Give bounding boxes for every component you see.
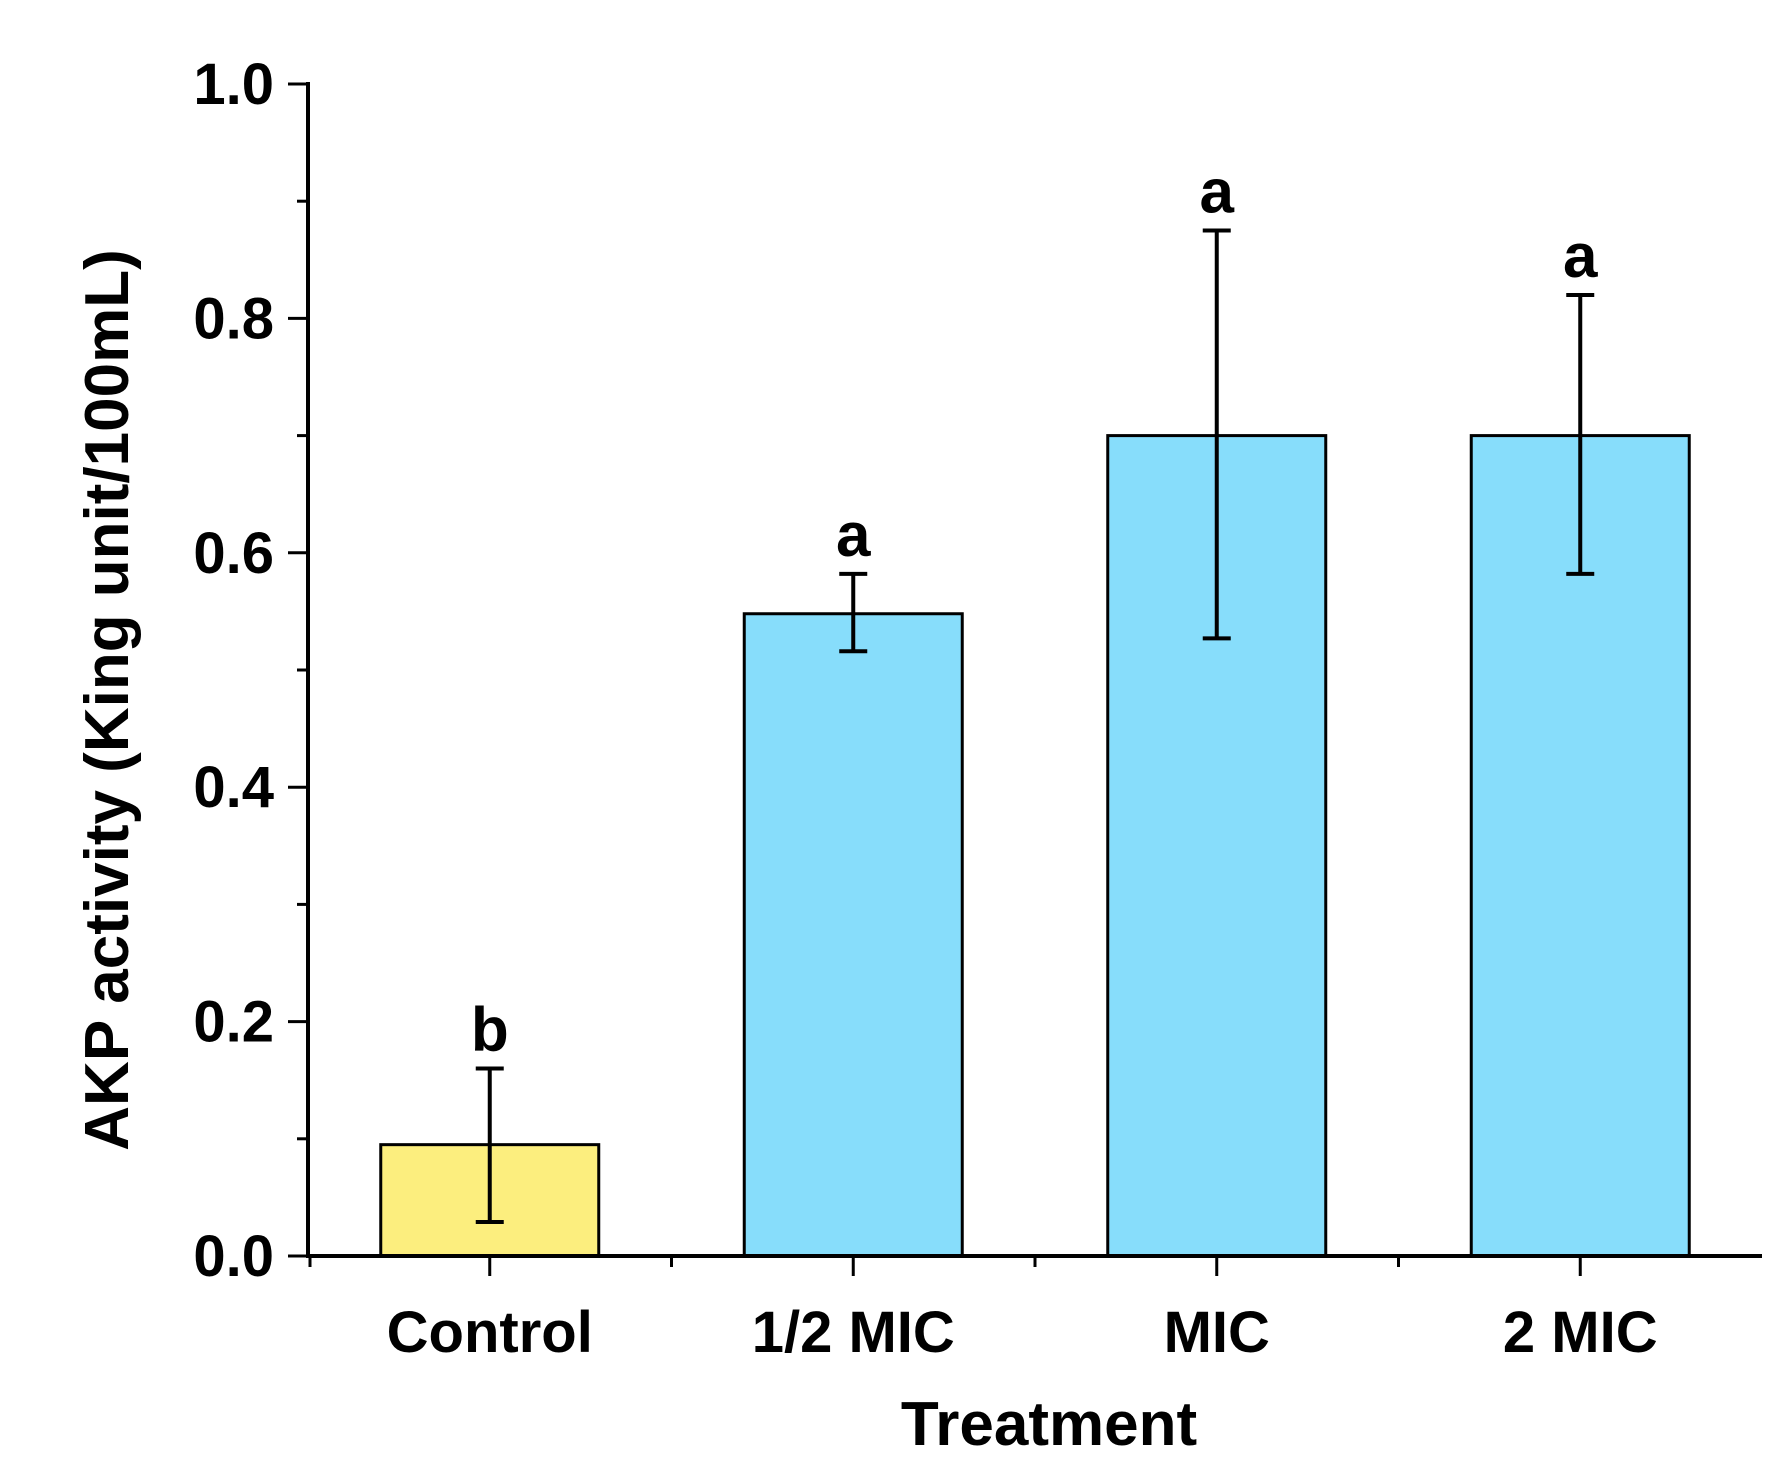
y-tick-label: 1.0 <box>193 52 274 117</box>
x-tick-label: Control <box>387 1300 593 1365</box>
y-tick-label: 0.6 <box>193 521 274 586</box>
significance-letter: a <box>1563 222 1598 291</box>
x-tick-label: 2 MIC <box>1503 1300 1658 1365</box>
bar <box>742 612 964 1258</box>
significance-letters-layer: b a a a <box>471 158 1598 1065</box>
x-axis-title: Treatment <box>901 1390 1197 1459</box>
significance-letter: b <box>471 995 509 1064</box>
x-tick-label: 1/2 MIC <box>752 1300 955 1365</box>
significance-letter: a <box>836 501 871 570</box>
y-tick-label: 0.0 <box>193 1224 274 1289</box>
significance-letter: a <box>1200 158 1235 227</box>
error-bars-layer <box>475 228 1595 1225</box>
y-axis-title: AKP activity (King unit/100mL) <box>73 249 142 1150</box>
y-ticks-layer: 0.0 0.2 0.4 0.6 0.8 1.0 <box>193 52 308 1289</box>
y-tick-label: 0.4 <box>193 755 274 820</box>
y-tick-label: 0.8 <box>193 286 274 351</box>
bars-layer <box>379 434 1691 1258</box>
x-tick-label: MIC <box>1164 1300 1270 1365</box>
x-ticks-layer: Control 1/2 MIC MIC 2 MIC <box>308 1256 1658 1365</box>
y-tick-label: 0.2 <box>193 990 274 1055</box>
